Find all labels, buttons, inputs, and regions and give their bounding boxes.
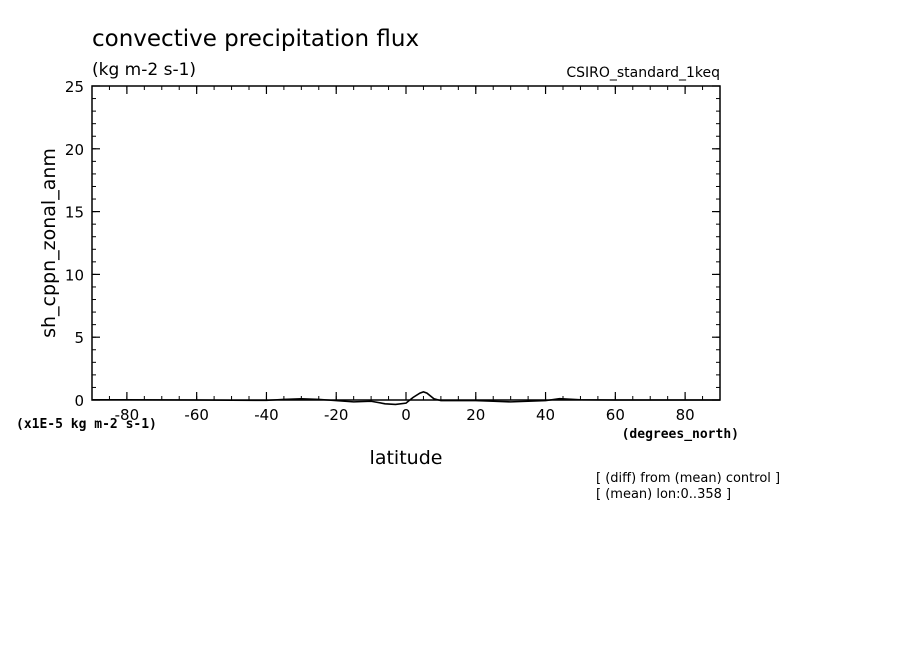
y-tick-label: 20 <box>65 141 84 159</box>
chart-title: convective precipitation flux <box>92 26 419 52</box>
note-mean: [ (mean) lon:0..358 ] <box>596 487 731 502</box>
y-tick-label: 25 <box>65 78 84 96</box>
x-tick-label: 60 <box>606 406 625 424</box>
x-tick-label: 80 <box>676 406 695 424</box>
x-tick-label: -80 <box>115 406 140 424</box>
x-units-label: (degrees_north) <box>622 427 739 442</box>
y-tick-labels: 0 5 10 15 20 25 <box>65 78 84 410</box>
x-tick-label: -60 <box>184 406 209 424</box>
dataset-label: CSIRO_standard_1keq <box>566 65 720 81</box>
x-tick-labels: -80 -60 -40 -20 0 20 40 60 80 <box>115 406 695 424</box>
y-tick-label: 10 <box>65 266 84 284</box>
y-scale-note: (x1E-5 kg m-2 s-1) <box>16 417 157 432</box>
x-tick-label: 40 <box>536 406 555 424</box>
plot-axes <box>91 85 721 401</box>
plot-frame <box>91 85 721 401</box>
x-tick-label: 20 <box>466 406 485 424</box>
y-axis-label: sh_cppn_zonal_anm <box>38 148 60 338</box>
x-tick-label: -20 <box>324 406 349 424</box>
chart-units: (kg m-2 s-1) <box>92 60 196 80</box>
y-tick-label: 15 <box>65 204 84 222</box>
x-axis-label: latitude <box>370 447 443 469</box>
note-diff: [ (diff) from (mean) control ] <box>596 471 780 486</box>
series-line <box>92 390 720 406</box>
y-tick-label: 5 <box>74 329 84 347</box>
y-tick-label: 0 <box>74 392 84 410</box>
x-tick-label: -40 <box>254 406 279 424</box>
x-tick-label: 0 <box>401 406 411 424</box>
